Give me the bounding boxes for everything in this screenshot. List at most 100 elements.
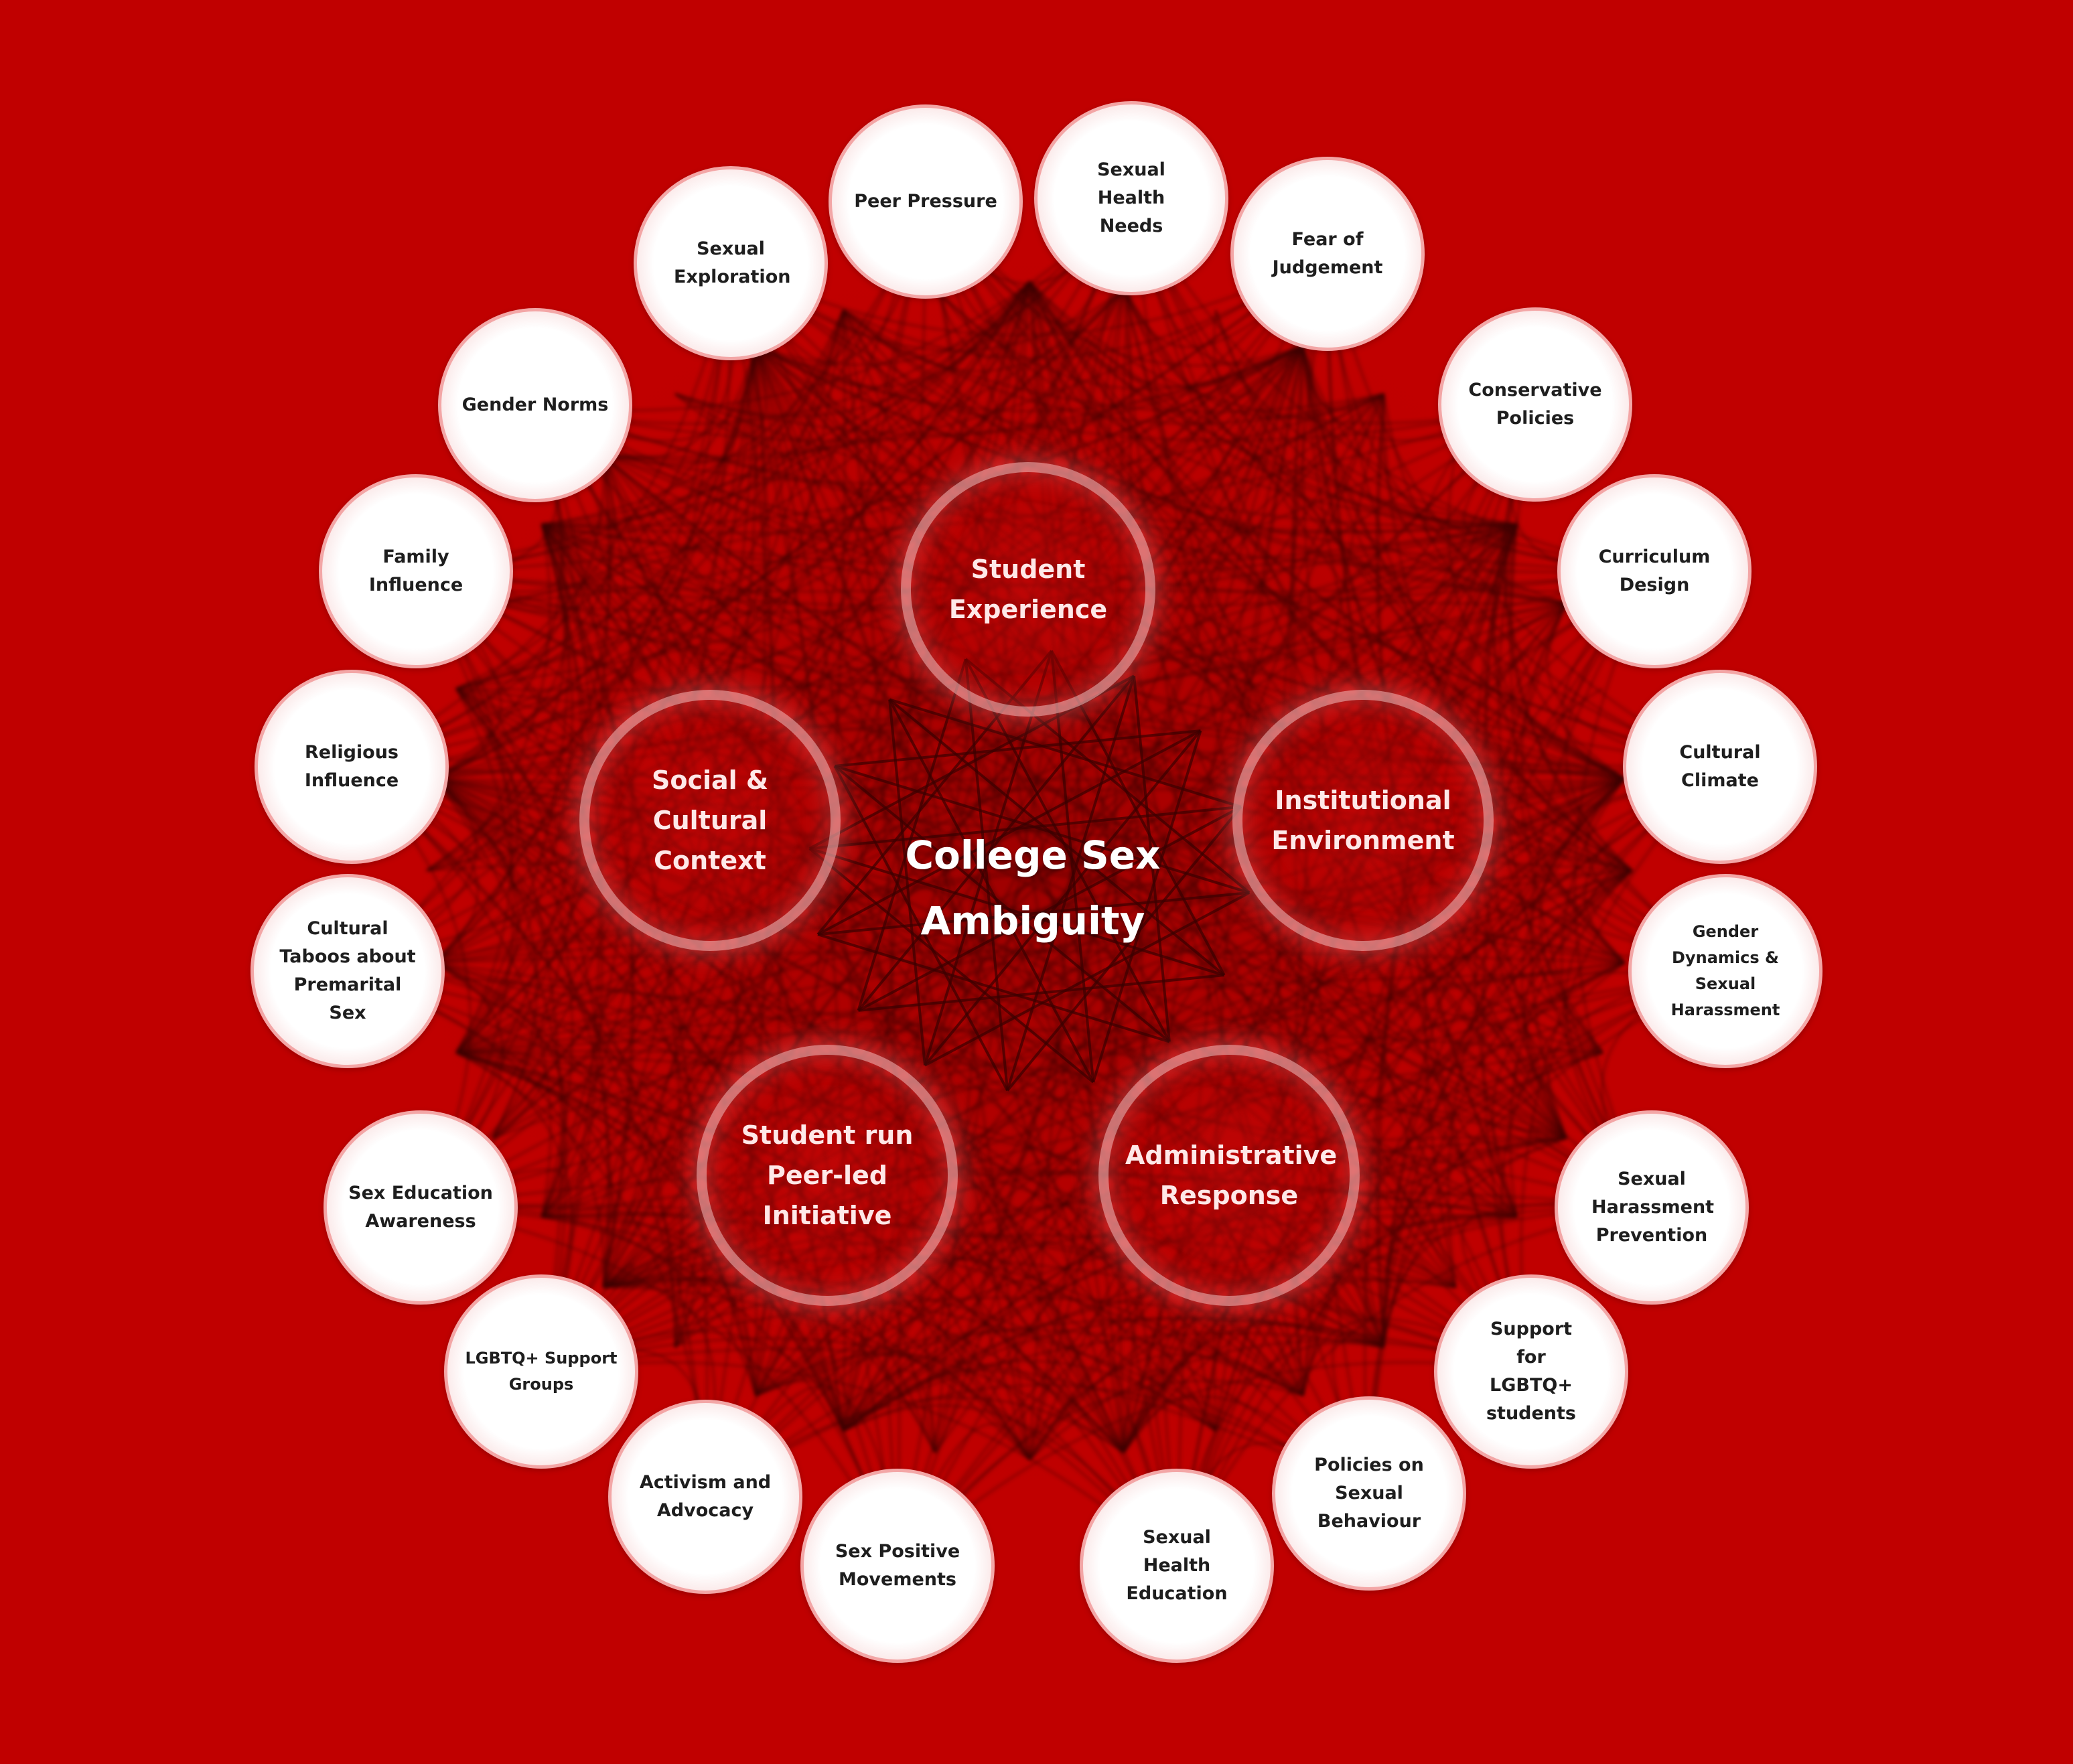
node-fear-of-judgement[interactable]: Fear of Judgement <box>1230 157 1425 351</box>
node-label: Gender Norms <box>461 394 609 415</box>
web-line <box>433 201 927 780</box>
hub-institutional-environment[interactable]: Institutional Environment <box>1232 690 1494 951</box>
web-line <box>842 309 1031 1461</box>
web-line <box>1123 571 1656 1453</box>
node-sex-positive-movements[interactable]: Sex Positive Movements <box>800 1469 995 1663</box>
node-gender-norms[interactable]: Gender Norms <box>438 308 632 502</box>
node-label: Support for LGBTQ+ students <box>1486 1319 1577 1424</box>
hub-student-experience[interactable]: Student Experience <box>901 462 1155 717</box>
web-line <box>541 523 1125 1453</box>
node-cultural-taboos[interactable]: Cultural Taboos about Premarital Sex <box>251 874 445 1068</box>
node-label: Peer Pressure <box>854 191 997 212</box>
node-label: Cultural Climate <box>1679 742 1761 791</box>
node-sexual-health-needs[interactable]: Sexual Health Needs <box>1034 101 1228 295</box>
hub-student-run-peer-led-initiative[interactable]: Student run Peer-led Initiative <box>697 1045 958 1306</box>
web-line <box>1028 288 1125 1461</box>
web-line <box>433 392 1384 964</box>
hub-administrative-response[interactable]: Administrative Response <box>1098 1045 1360 1306</box>
web-line <box>433 252 1329 964</box>
hub-label: Student Experience <box>948 555 1108 624</box>
web-line <box>1302 345 1518 527</box>
web-line <box>934 281 1031 360</box>
web-line <box>924 201 1518 526</box>
web-line <box>755 344 1518 527</box>
node-label: Sex Education Awareness <box>348 1183 493 1232</box>
web-line <box>934 345 1304 1453</box>
web-line <box>1302 345 1726 972</box>
web-line <box>934 287 1626 780</box>
inner-web-line <box>1006 675 1136 1091</box>
web-line <box>541 524 709 1497</box>
center-title: College Sex Ambiguity <box>832 808 1234 968</box>
node-sexual-exploration[interactable]: Sexual Exploration <box>634 166 828 360</box>
node-label: Policies on Sexual Behaviour <box>1314 1455 1424 1532</box>
web-line <box>455 1050 546 1139</box>
node-family-influence[interactable]: Family Influence <box>319 474 513 668</box>
node-conservative-policies[interactable]: Conservative Policies <box>1438 307 1632 502</box>
center-title-line-2: Ambiguity <box>920 898 1145 944</box>
node-peer-pressure[interactable]: Peer Pressure <box>829 104 1023 299</box>
inner-web-line <box>1006 806 1242 1092</box>
node-label: Family Influence <box>368 546 463 595</box>
node-curriculum-design[interactable]: Curriculum Design <box>1557 474 1752 668</box>
hub-social-cultural-context[interactable]: Social & Cultural Context <box>579 690 841 951</box>
web-line <box>1175 524 1518 1566</box>
node-sex-education-awareness[interactable]: Sex Education Awareness <box>324 1110 518 1305</box>
inner-web-line <box>924 729 1202 1067</box>
web-line <box>1380 393 1567 604</box>
web-line <box>1302 765 1721 1396</box>
web-line <box>705 1331 1384 1498</box>
web-line <box>492 523 1518 1139</box>
web-line <box>603 1283 1370 1495</box>
node-lgbtq-support-groups[interactable]: LGBTQ+ Support Groups <box>444 1274 638 1469</box>
node-label: Sexual Harassment Prevention <box>1591 1169 1715 1246</box>
web-line <box>541 1297 1384 1373</box>
web-line <box>1028 281 1603 1054</box>
web-line <box>1123 1369 1217 1453</box>
node-sexual-harassment-prevention[interactable]: Sexual Harassment Prevention <box>1555 1110 1749 1305</box>
node-cultural-climate[interactable]: Cultural Climate <box>1623 670 1817 864</box>
web-line <box>1123 288 1384 419</box>
web-line <box>1520 765 1721 1372</box>
web-line <box>1214 778 1626 1432</box>
web-line <box>426 344 1304 872</box>
web-line <box>541 602 1567 1218</box>
web-line <box>455 687 1031 1461</box>
inner-web-line <box>888 698 1226 976</box>
node-label: Gender Dynamics & Sexual Harassment <box>1670 922 1780 1019</box>
web-line <box>1492 524 1626 780</box>
web-line <box>1028 393 1385 1461</box>
node-label: Sexual Exploration <box>674 238 791 287</box>
node-activism-and-advocacy[interactable]: Activism and Advocacy <box>608 1400 802 1594</box>
web-line <box>704 281 1031 1497</box>
inner-web-line <box>817 891 1250 936</box>
web-line <box>455 405 569 1053</box>
web-line <box>415 197 1133 573</box>
web-line <box>934 281 1031 1453</box>
node-gender-dynamics[interactable]: Gender Dynamics & Sexual Harassment <box>1628 874 1822 1068</box>
web-line <box>415 570 1178 1566</box>
web-line <box>347 970 845 1432</box>
web-line <box>1123 523 1518 1453</box>
inner-web-line <box>817 729 1202 936</box>
node-label: Sex Positive Movements <box>835 1541 960 1590</box>
inner-web-line <box>964 658 1171 1043</box>
web-line <box>1368 869 1634 1494</box>
web-line <box>433 309 845 964</box>
web-line <box>1213 309 1304 398</box>
hub-label: Institutional Environment <box>1271 786 1455 855</box>
node-sexual-health-education[interactable]: Sexual Health Education <box>1080 1469 1274 1663</box>
web-line <box>433 344 1304 780</box>
hub-label: Administrative Response <box>1125 1141 1338 1210</box>
node-policies-on-sexual-behaviour[interactable]: Policies on Sexual Behaviour <box>1272 1396 1466 1591</box>
web-line <box>1482 602 1568 1372</box>
web-line <box>492 523 585 613</box>
node-religious-influence[interactable]: Religious Influence <box>255 670 449 864</box>
node-support-for-lgbtq-students[interactable]: Support for LGBTQ+ students <box>1434 1274 1628 1469</box>
web-line <box>351 765 757 1396</box>
web-line <box>534 404 1567 1139</box>
web-line <box>1130 198 1655 573</box>
web-line <box>602 281 1031 1288</box>
inner-web-line <box>1050 650 1095 1083</box>
